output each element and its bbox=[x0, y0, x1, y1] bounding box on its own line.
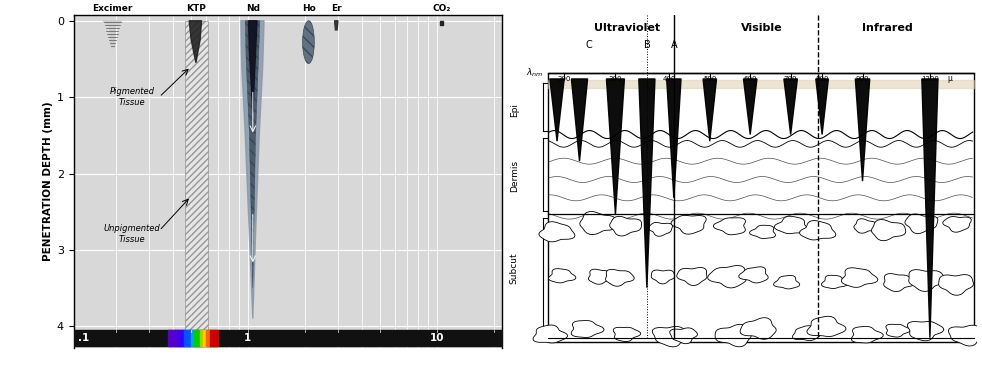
Polygon shape bbox=[539, 222, 575, 242]
Polygon shape bbox=[816, 79, 829, 135]
Polygon shape bbox=[440, 21, 444, 25]
Y-axis label: PENETRATION DEPTH (mm): PENETRATION DEPTH (mm) bbox=[42, 101, 53, 261]
Polygon shape bbox=[908, 270, 946, 291]
Polygon shape bbox=[713, 218, 745, 235]
Text: Subcut: Subcut bbox=[510, 252, 518, 284]
Polygon shape bbox=[871, 220, 905, 241]
Text: Infrared: Infrared bbox=[862, 23, 912, 33]
Polygon shape bbox=[648, 223, 673, 236]
Text: 600: 600 bbox=[743, 76, 757, 82]
Polygon shape bbox=[822, 275, 847, 288]
Text: Excimer: Excimer bbox=[92, 4, 133, 13]
Polygon shape bbox=[639, 79, 655, 288]
Text: μ: μ bbox=[948, 74, 953, 83]
Bar bbox=[185, 21, 208, 330]
Polygon shape bbox=[715, 324, 751, 347]
Polygon shape bbox=[943, 217, 971, 232]
Polygon shape bbox=[533, 325, 568, 343]
Polygon shape bbox=[922, 79, 938, 338]
Text: 400: 400 bbox=[663, 76, 676, 82]
Polygon shape bbox=[614, 327, 640, 341]
Text: 500: 500 bbox=[703, 76, 717, 82]
Polygon shape bbox=[677, 268, 707, 285]
Text: 200: 200 bbox=[557, 76, 571, 82]
Text: Ultraviolet: Ultraviolet bbox=[593, 23, 660, 33]
Text: Epi: Epi bbox=[510, 102, 518, 116]
Polygon shape bbox=[907, 321, 944, 341]
Text: 700: 700 bbox=[784, 76, 797, 82]
Polygon shape bbox=[190, 21, 201, 63]
Polygon shape bbox=[886, 324, 910, 337]
Polygon shape bbox=[749, 225, 776, 239]
Polygon shape bbox=[652, 326, 689, 347]
Polygon shape bbox=[549, 269, 575, 283]
Polygon shape bbox=[851, 326, 884, 343]
Polygon shape bbox=[807, 316, 846, 336]
Polygon shape bbox=[670, 328, 697, 344]
Polygon shape bbox=[607, 79, 625, 214]
Text: 1: 1 bbox=[245, 333, 251, 343]
Polygon shape bbox=[784, 79, 797, 135]
Polygon shape bbox=[335, 21, 338, 30]
Polygon shape bbox=[740, 318, 776, 339]
Text: Nd: Nd bbox=[246, 4, 260, 13]
Polygon shape bbox=[671, 215, 706, 234]
Polygon shape bbox=[774, 276, 799, 289]
Polygon shape bbox=[241, 21, 264, 319]
Polygon shape bbox=[606, 269, 634, 286]
Polygon shape bbox=[743, 79, 757, 135]
Text: CO₂: CO₂ bbox=[432, 4, 451, 13]
Text: 1200: 1200 bbox=[921, 76, 939, 82]
Polygon shape bbox=[949, 325, 982, 346]
Polygon shape bbox=[904, 214, 938, 234]
Text: Er: Er bbox=[331, 4, 342, 13]
Text: Unpigmented
Tissue: Unpigmented Tissue bbox=[104, 224, 161, 244]
Text: B: B bbox=[643, 40, 650, 50]
Text: .1: .1 bbox=[78, 333, 89, 343]
Polygon shape bbox=[703, 79, 717, 141]
Polygon shape bbox=[774, 216, 808, 234]
Text: 300: 300 bbox=[609, 76, 623, 82]
Text: Pigmented
Tissue: Pigmented Tissue bbox=[110, 87, 155, 107]
Text: $\lambda_{nm}$: $\lambda_{nm}$ bbox=[525, 67, 543, 79]
Polygon shape bbox=[651, 270, 675, 284]
Text: A: A bbox=[671, 40, 678, 50]
Bar bbox=[548, 73, 974, 342]
Ellipse shape bbox=[302, 21, 314, 64]
Polygon shape bbox=[708, 265, 746, 288]
Polygon shape bbox=[884, 274, 914, 292]
Text: 10: 10 bbox=[429, 333, 444, 343]
Text: C: C bbox=[585, 40, 592, 50]
Polygon shape bbox=[572, 79, 587, 161]
Polygon shape bbox=[667, 79, 682, 198]
Polygon shape bbox=[550, 79, 565, 141]
Text: 900: 900 bbox=[855, 76, 869, 82]
Polygon shape bbox=[588, 269, 615, 284]
Polygon shape bbox=[572, 321, 604, 337]
Polygon shape bbox=[799, 221, 836, 240]
Polygon shape bbox=[792, 326, 820, 341]
Polygon shape bbox=[855, 79, 870, 181]
Text: Visible: Visible bbox=[740, 23, 783, 33]
Polygon shape bbox=[738, 267, 768, 283]
Polygon shape bbox=[610, 216, 641, 236]
Polygon shape bbox=[246, 21, 260, 288]
Polygon shape bbox=[248, 21, 257, 112]
Polygon shape bbox=[842, 268, 878, 287]
Text: Ho: Ho bbox=[301, 4, 315, 13]
Text: 800: 800 bbox=[815, 76, 829, 82]
Text: KTP: KTP bbox=[186, 4, 206, 13]
Polygon shape bbox=[939, 274, 973, 295]
Text: Dermis: Dermis bbox=[510, 160, 518, 192]
Polygon shape bbox=[103, 21, 122, 48]
Polygon shape bbox=[854, 219, 878, 233]
Polygon shape bbox=[579, 212, 618, 235]
